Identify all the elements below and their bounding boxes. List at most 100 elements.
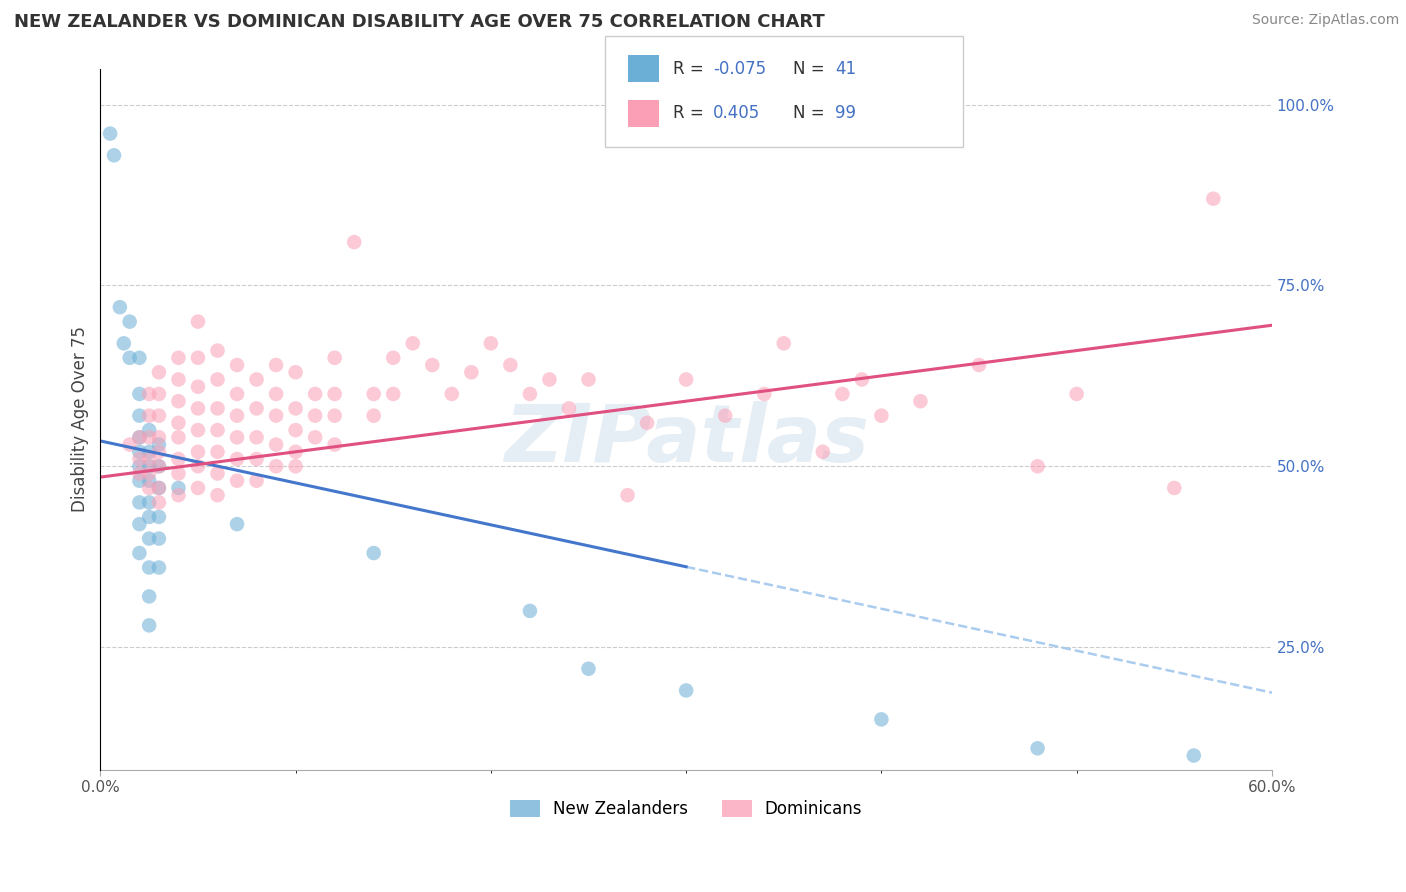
Point	[167, 416, 190, 430]
Point	[128, 517, 150, 532]
Text: NEW ZEALANDER VS DOMINICAN DISABILITY AGE OVER 75 CORRELATION CHART: NEW ZEALANDER VS DOMINICAN DISABILITY AG…	[14, 13, 825, 31]
Point	[128, 495, 150, 509]
Point	[207, 343, 229, 358]
Point	[138, 452, 160, 467]
Point	[851, 372, 873, 386]
Point	[284, 401, 307, 416]
Point	[245, 430, 267, 444]
Point	[870, 712, 893, 726]
Point	[264, 387, 287, 401]
Point	[98, 127, 121, 141]
Point	[167, 351, 190, 365]
Text: N =: N =	[793, 104, 830, 122]
Point	[264, 409, 287, 423]
Point	[148, 459, 170, 474]
Point	[226, 387, 249, 401]
Point	[1202, 192, 1225, 206]
Point	[363, 409, 385, 423]
Point	[323, 387, 346, 401]
Point	[138, 481, 160, 495]
Point	[304, 387, 326, 401]
Point	[167, 467, 190, 481]
Text: R =: R =	[673, 60, 710, 78]
Point	[128, 430, 150, 444]
Point	[138, 495, 160, 509]
Point	[128, 452, 150, 467]
Point	[499, 358, 522, 372]
Point	[167, 488, 190, 502]
Point	[440, 387, 463, 401]
Point	[226, 452, 249, 467]
Point	[402, 336, 425, 351]
Point	[138, 560, 160, 574]
Point	[128, 546, 150, 560]
Point	[323, 351, 346, 365]
Point	[148, 495, 170, 509]
Point	[138, 618, 160, 632]
Point	[128, 459, 150, 474]
Point	[148, 365, 170, 379]
Point	[382, 351, 405, 365]
Point	[967, 358, 990, 372]
Point	[207, 401, 229, 416]
Point	[323, 437, 346, 451]
Point	[167, 372, 190, 386]
Point	[112, 336, 135, 351]
Point	[831, 387, 853, 401]
Point	[264, 437, 287, 451]
Point	[187, 481, 209, 495]
Point	[138, 423, 160, 437]
Point	[128, 467, 150, 481]
Point	[148, 459, 170, 474]
Point	[148, 437, 170, 451]
Point	[187, 423, 209, 437]
Point	[538, 372, 561, 386]
Point	[138, 509, 160, 524]
Point	[636, 416, 658, 430]
Point	[264, 459, 287, 474]
Point	[187, 459, 209, 474]
Text: ZIPatlas: ZIPatlas	[503, 401, 869, 479]
Point	[363, 546, 385, 560]
Point	[148, 481, 170, 495]
Point	[264, 358, 287, 372]
Point	[118, 315, 141, 329]
Point	[304, 430, 326, 444]
Point	[245, 474, 267, 488]
Point	[138, 467, 160, 481]
Text: Source: ZipAtlas.com: Source: ZipAtlas.com	[1251, 13, 1399, 28]
Point	[1163, 481, 1185, 495]
Point	[811, 445, 834, 459]
Point	[616, 488, 638, 502]
Point	[714, 409, 737, 423]
Point	[138, 532, 160, 546]
Text: N =: N =	[793, 60, 830, 78]
Point	[323, 409, 346, 423]
Point	[578, 662, 600, 676]
Text: 99: 99	[835, 104, 856, 122]
Point	[138, 474, 160, 488]
Point	[207, 488, 229, 502]
Point	[675, 683, 697, 698]
Point	[167, 481, 190, 495]
Point	[304, 409, 326, 423]
Point	[148, 387, 170, 401]
Point	[1026, 459, 1049, 474]
Point	[519, 387, 541, 401]
Text: -0.075: -0.075	[713, 60, 766, 78]
Point	[343, 235, 366, 249]
Point	[226, 517, 249, 532]
Point	[207, 467, 229, 481]
Point	[382, 387, 405, 401]
Point	[245, 452, 267, 467]
Point	[138, 387, 160, 401]
Point	[138, 445, 160, 459]
Point	[167, 394, 190, 409]
Point	[148, 445, 170, 459]
Point	[138, 430, 160, 444]
Point	[108, 300, 131, 314]
Point	[460, 365, 482, 379]
Point	[187, 445, 209, 459]
Point	[148, 430, 170, 444]
Point	[138, 409, 160, 423]
